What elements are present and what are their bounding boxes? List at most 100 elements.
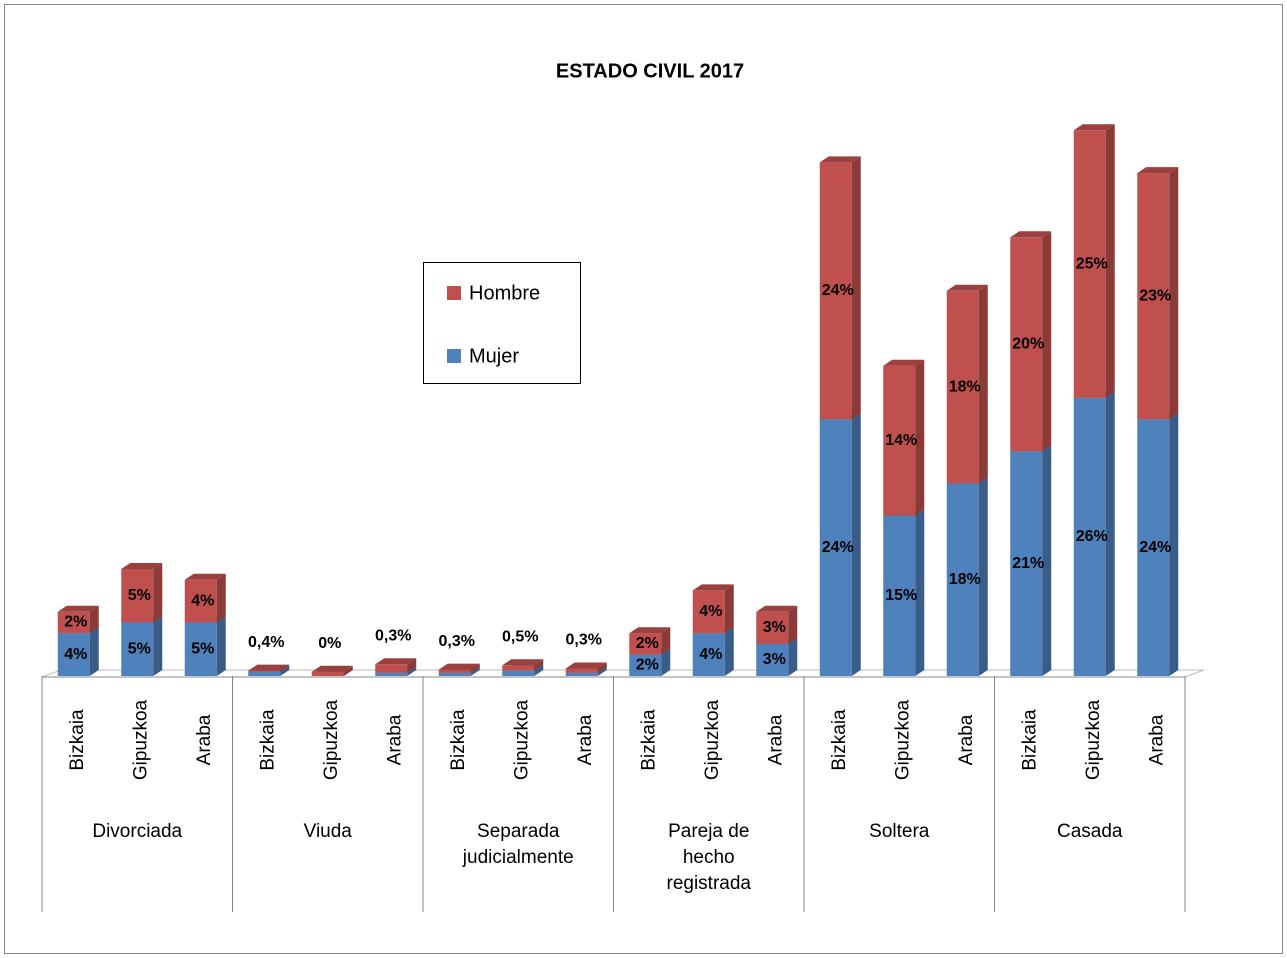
bar-segment xyxy=(375,672,408,676)
bar-segment xyxy=(946,290,979,484)
group-label: Casada xyxy=(1057,821,1123,842)
group-label: Divorciada xyxy=(92,821,183,842)
x-tick-label: Bizkaia xyxy=(638,709,659,771)
bar-segment xyxy=(1137,419,1170,676)
bar-segment xyxy=(311,671,344,676)
data-label: 14% xyxy=(885,432,917,449)
bar-segment xyxy=(1137,173,1170,420)
data-label: 0% xyxy=(318,635,341,652)
bar-side xyxy=(534,664,544,676)
bar-top xyxy=(692,584,734,591)
chart-border xyxy=(4,4,1283,954)
bar-side xyxy=(915,509,925,676)
bar-segment xyxy=(819,419,852,676)
bar-segment xyxy=(1010,451,1043,676)
data-label: 5% xyxy=(128,587,151,604)
bar-segment xyxy=(121,622,154,676)
bar-side xyxy=(89,605,99,634)
bar-side xyxy=(724,627,734,676)
bar-side xyxy=(216,573,226,623)
data-label: 23% xyxy=(1139,287,1171,304)
bar-segment xyxy=(1010,237,1043,452)
bar-segment xyxy=(565,672,598,676)
bar-side xyxy=(724,584,734,634)
bar-side xyxy=(851,413,861,676)
data-label: 0,3% xyxy=(375,627,411,644)
x-tick-label: Araba xyxy=(765,714,786,765)
bar-segment xyxy=(819,162,852,420)
data-label: 5% xyxy=(128,640,151,657)
bar-side xyxy=(978,284,988,484)
x-tick-label: Araba xyxy=(956,714,977,765)
bar-segment xyxy=(438,669,471,673)
data-label: 0,4% xyxy=(248,634,284,651)
data-label: 15% xyxy=(885,587,917,604)
bar-top xyxy=(502,659,544,666)
data-label: 2% xyxy=(636,635,659,652)
data-label: 4% xyxy=(699,646,722,663)
bar-side xyxy=(915,359,925,516)
x-tick-label: Gipuzkoa xyxy=(892,699,913,780)
x-tick-label: Bizkaia xyxy=(1019,709,1040,771)
bar-side xyxy=(788,637,798,676)
bar-segment xyxy=(57,611,90,634)
data-label: 25% xyxy=(1076,255,1108,272)
bar-side xyxy=(1105,391,1115,676)
data-label: 2% xyxy=(636,657,659,674)
data-label: 0,5% xyxy=(502,629,538,646)
data-label: 4% xyxy=(191,592,214,609)
bar-side xyxy=(978,477,988,676)
bar-side xyxy=(534,659,544,671)
bar-top xyxy=(819,156,861,163)
bar-segment xyxy=(121,569,154,623)
bar-side xyxy=(280,665,290,676)
bar-segment xyxy=(756,611,789,644)
x-tick-label: Bizkaia xyxy=(829,709,850,771)
bar-top xyxy=(57,605,99,612)
x-tick-label: Araba xyxy=(1146,714,1167,765)
bar-segment xyxy=(502,670,535,676)
bar-side xyxy=(89,627,99,676)
bar-top xyxy=(756,605,798,612)
data-label: 24% xyxy=(1139,539,1171,556)
legend-swatch xyxy=(447,286,461,300)
x-tick-label: Bizkaia xyxy=(67,709,88,771)
data-label: 18% xyxy=(949,571,981,588)
bar-side xyxy=(1169,167,1179,420)
legend-label: Hombre xyxy=(469,282,540,304)
data-label: 20% xyxy=(1012,336,1044,353)
bar-segment xyxy=(248,670,281,672)
bar-side xyxy=(153,563,163,623)
bar-side xyxy=(470,663,480,673)
group-label: Soltera xyxy=(869,821,930,842)
data-label: 24% xyxy=(822,539,854,556)
bar-segment xyxy=(184,622,217,676)
data-label: 21% xyxy=(1012,555,1044,572)
x-tick-label: Araba xyxy=(384,714,405,765)
data-label: 3% xyxy=(763,651,786,668)
bar-top xyxy=(1137,167,1179,174)
data-label: 18% xyxy=(949,378,981,395)
legend-box xyxy=(423,262,581,384)
legend-swatch xyxy=(447,349,461,363)
bar-side xyxy=(851,156,861,420)
bar-top xyxy=(121,563,163,569)
bar-top xyxy=(1073,124,1115,131)
data-label: 26% xyxy=(1076,528,1108,545)
bar-side xyxy=(280,664,290,672)
x-tick-label: Gipuzkoa xyxy=(321,699,342,780)
x-tick-label: Bizkaia xyxy=(448,709,469,771)
data-label: 3% xyxy=(763,619,786,636)
bar-segment xyxy=(629,633,662,655)
bar-segment xyxy=(502,665,535,671)
bar-top xyxy=(248,664,290,671)
legend-label: Mujer xyxy=(469,345,519,367)
bar-top xyxy=(311,665,353,672)
bar-side xyxy=(788,605,798,644)
x-tick-label: Araba xyxy=(575,714,596,765)
bar-side xyxy=(597,662,607,673)
bar-side xyxy=(216,616,226,676)
bar-segment xyxy=(438,672,471,676)
bar-segment xyxy=(1073,130,1106,398)
